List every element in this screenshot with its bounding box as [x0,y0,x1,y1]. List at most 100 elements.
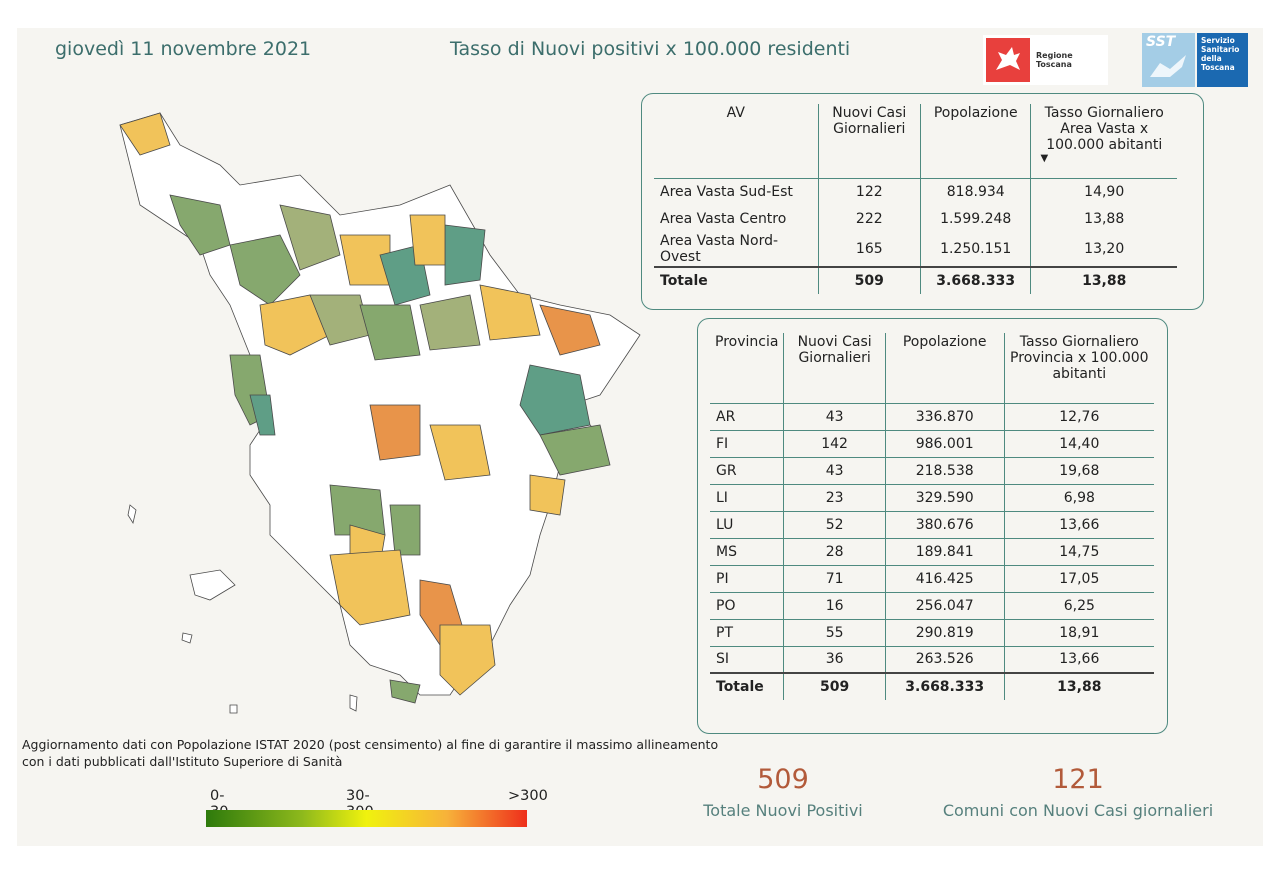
table-row: AR 43 336.870 12,76 [710,403,1154,431]
table-cell: 71 [783,565,886,593]
table-cell: 986.001 [885,430,1005,458]
prov-table-box: Provincia Nuovi Casi Giornalieri Popolaz… [697,318,1168,734]
table-row: LU 52 380.676 13,66 [710,511,1154,539]
table-cell: MS [710,538,785,566]
table-total-row: Totale 509 3.668.333 13,88 [654,266,1177,294]
table-cell: 142 [783,430,886,458]
map-zone [329,549,411,626]
map-zone [259,294,331,356]
table-row: Area Vasta Sud-Est 122 818.934 14,90 [654,178,1177,205]
regione-toscana-logo: Regione Toscana [983,35,1108,85]
map-zone [429,424,491,481]
col-header-popolazione: Popolazione [885,333,1005,404]
av-table: AV Nuovi Casi Giornalieri Popolazione Ta… [654,104,1177,294]
map-zone [169,194,231,256]
table-cell: 14,75 [1004,538,1154,566]
col-header-tasso: Tasso Giornaliero Provincia x 100.000 ab… [1004,333,1154,404]
table-cell: 6,25 [1004,592,1154,620]
map-zone [249,394,276,436]
table-cell: 13,66 [1004,511,1154,539]
pegasus-icon [986,38,1030,82]
av-table-box: AV Nuovi Casi Giornalieri Popolazione Ta… [641,93,1204,310]
col-header-provincia: Provincia [710,333,785,404]
tuscany-map [119,112,641,714]
map-zone [279,204,341,271]
map-zone [389,504,421,556]
col-header-av: AV [654,104,819,179]
table-cell: 43 [783,403,886,431]
table-cell: LU [710,511,785,539]
table-cell: 6,98 [1004,484,1154,512]
table-row: PI 71 416.425 17,05 [710,565,1154,593]
legend-gradient-bar [206,810,527,827]
col-header-casi: Nuovi Casi Giornalieri [818,104,921,179]
col-header-tasso: Tasso Giornaliero Area Vasta x 100.000 a… [1030,104,1177,179]
map-zone [409,214,446,266]
table-cell: PT [710,619,785,647]
table-total-row: Totale 509 3.668.333 13,88 [710,672,1154,700]
av-table-header: AV Nuovi Casi Giornalieri Popolazione Ta… [654,104,1177,179]
table-cell: 218.538 [885,457,1005,485]
report-date: giovedì 11 novembre 2021 [55,38,312,60]
table-row: Area Vasta Nord-Ovest 165 1.250.151 13,2… [654,232,1177,267]
table-cell: 52 [783,511,886,539]
map-zone [539,424,611,476]
col-header-popolazione: Popolazione [920,104,1032,179]
table-cell: 28 [783,538,886,566]
table-row: SI 36 263.526 13,66 [710,646,1154,673]
col-header-casi: Nuovi Casi Giornalieri [783,333,886,404]
kpi-comuni-value: 121 [1052,764,1104,795]
map-zone [389,679,421,704]
table-row: LI 23 329.590 6,98 [710,484,1154,512]
map-zone [359,304,421,361]
sort-desc-icon[interactable]: ▼ [1040,153,1049,164]
table-cell: 416.425 [885,565,1005,593]
island-montecristo [229,704,238,714]
kpi-total-positivi: 509 Totale Nuovi Positivi [693,764,873,820]
table-row: FI 142 986.001 14,40 [710,430,1154,458]
table-cell: SI [710,646,785,673]
map-zone [444,224,486,286]
island-capraia [127,504,137,525]
map-zone [229,234,301,306]
map-zone [369,404,421,461]
kpi-comuni-label: Comuni con Nuovi Casi giornalieri [942,801,1214,820]
table-cell: 336.870 [885,403,1005,431]
table-cell: FI [710,430,785,458]
map-zone [519,364,591,436]
map-zone [119,112,171,156]
table-cell: 256.047 [885,592,1005,620]
table-cell: PO [710,592,785,620]
table-cell: 17,05 [1004,565,1154,593]
sst-text: Servizio Sanitario della Toscana [1197,33,1248,87]
table-row: MS 28 189.841 14,75 [710,538,1154,566]
table-cell: 18,91 [1004,619,1154,647]
map-zone [529,474,566,516]
table-cell: 23 [783,484,886,512]
map-zone [539,304,601,356]
table-cell: 55 [783,619,886,647]
table-cell: 263.526 [885,646,1005,673]
prov-table-header: Provincia Nuovi Casi Giornalieri Popolaz… [710,333,1154,404]
table-cell: PI [710,565,785,593]
table-cell: 189.841 [885,538,1005,566]
kpi-total-value: 509 [757,764,809,795]
legend-high-label: >300 [508,788,548,804]
island-giglio [349,694,358,712]
table-cell: LI [710,484,785,512]
table-cell: 14,40 [1004,430,1154,458]
table-cell: 36 [783,646,886,673]
island-pianosa [181,632,193,644]
table-cell: 19,68 [1004,457,1154,485]
table-row: GR 43 218.538 19,68 [710,457,1154,485]
table-cell: 43 [783,457,886,485]
table-row: PO 16 256.047 6,25 [710,592,1154,620]
page-title: Tasso di Nuovi positivi x 100.000 reside… [450,38,851,60]
map-zone [439,624,496,696]
table-cell: 13,66 [1059,651,1100,668]
table-cell: AR [710,403,785,431]
regione-toscana-label: Regione Toscana [1036,51,1073,69]
kpi-total-label: Totale Nuovi Positivi [703,801,863,820]
table-cell: 380.676 [885,511,1005,539]
island-elba [189,569,236,601]
